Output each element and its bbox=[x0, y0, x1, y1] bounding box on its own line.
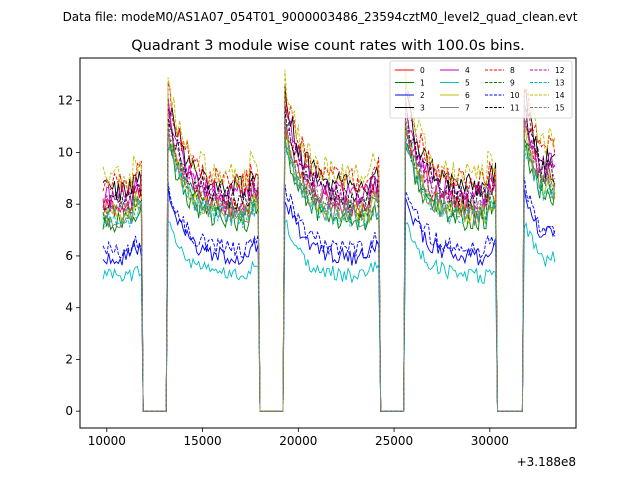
series-line-10 bbox=[102, 177, 556, 412]
legend-label-11: 11 bbox=[510, 104, 520, 113]
x-axis: 10000 15000 20000 25000 30000 bbox=[88, 428, 509, 448]
legend-label-3: 3 bbox=[420, 104, 425, 113]
series-line-12 bbox=[102, 106, 556, 412]
x-tick-label: 15000 bbox=[183, 434, 221, 448]
legend-label-6: 6 bbox=[465, 91, 470, 100]
legend-label-12: 12 bbox=[555, 66, 565, 75]
series-line-5 bbox=[102, 219, 556, 412]
legend-label-14: 14 bbox=[555, 91, 565, 100]
legend-label-15: 15 bbox=[555, 104, 565, 113]
legend-label-5: 5 bbox=[465, 79, 470, 88]
y-tick-label: 0 bbox=[65, 404, 73, 418]
legend-label-7: 7 bbox=[465, 104, 470, 113]
legend-label-0: 0 bbox=[420, 66, 425, 75]
series-line-2 bbox=[102, 186, 556, 412]
y-tick-label: 10 bbox=[58, 145, 73, 159]
legend-label-1: 1 bbox=[420, 79, 425, 88]
legend-label-8: 8 bbox=[510, 66, 515, 75]
chart-title: Quadrant 3 module wise count rates with … bbox=[131, 38, 525, 54]
x-tick-label: 20000 bbox=[279, 434, 317, 448]
y-tick-label: 8 bbox=[65, 197, 73, 211]
x-tick-label: 10000 bbox=[88, 434, 126, 448]
x-offset-label: +3.188e8 bbox=[517, 455, 576, 469]
series-line-9 bbox=[102, 120, 556, 412]
y-tick-label: 12 bbox=[58, 94, 73, 108]
series-line-3 bbox=[102, 85, 556, 412]
chart-suptitle: Data file: modeM0/AS1A07_054T01_90000034… bbox=[63, 10, 578, 24]
y-tick-label: 2 bbox=[65, 352, 73, 366]
y-axis: 0 2 4 6 8 10 12 bbox=[58, 94, 80, 418]
x-tick-label: 25000 bbox=[375, 434, 413, 448]
legend-label-13: 13 bbox=[555, 79, 565, 88]
plot-frame bbox=[79, 57, 577, 429]
legend-label-9: 9 bbox=[510, 79, 515, 88]
series-line-8 bbox=[102, 81, 556, 412]
legend-label-10: 10 bbox=[510, 91, 520, 100]
legend-label-4: 4 bbox=[465, 66, 470, 75]
y-tick-label: 6 bbox=[65, 249, 73, 263]
x-tick-label: 30000 bbox=[471, 434, 509, 448]
legend-box bbox=[389, 60, 573, 119]
series-line-11 bbox=[102, 106, 556, 412]
series-lines bbox=[102, 69, 556, 412]
y-tick-label: 4 bbox=[65, 301, 73, 315]
legend-label-2: 2 bbox=[420, 91, 425, 100]
series-line-15 bbox=[102, 117, 556, 412]
